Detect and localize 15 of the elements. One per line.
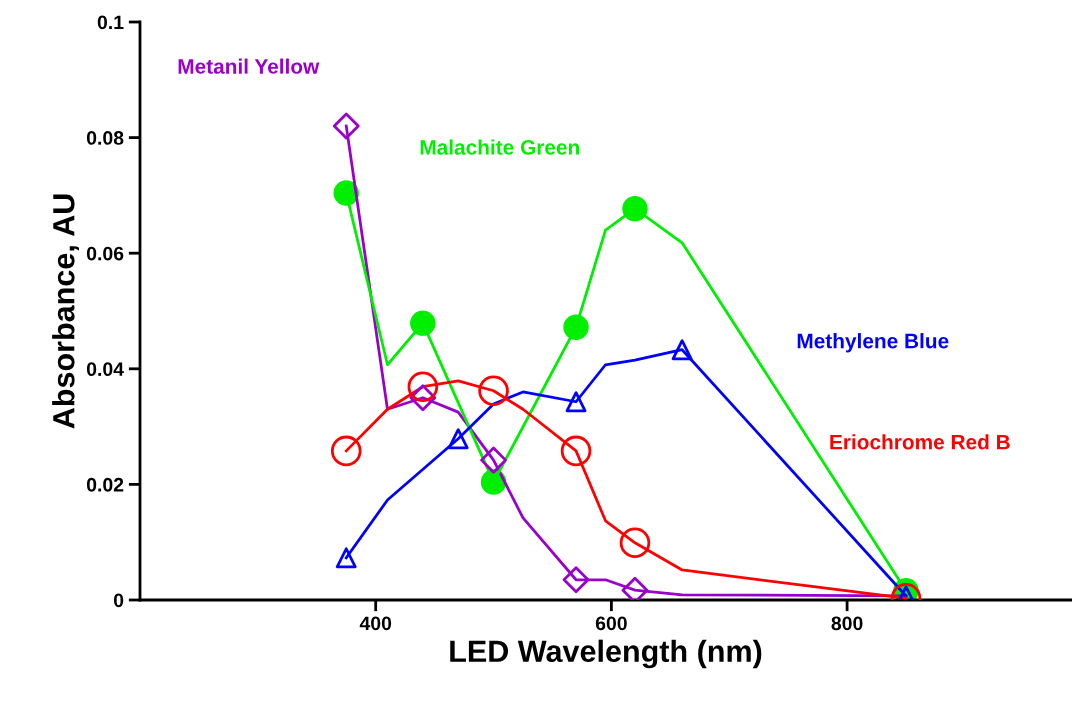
x-tick-label: 600 xyxy=(595,616,627,631)
y-tick-label: 0 xyxy=(113,593,124,608)
y-tick-label: 0.02 xyxy=(86,477,124,492)
text: Metanil Yellow xyxy=(178,58,320,74)
text: Methylene Blue xyxy=(797,333,949,353)
y-tick-label: 0.1 xyxy=(97,15,124,30)
x-tick-label: 800 xyxy=(831,616,863,631)
text: Malachite Green xyxy=(420,139,579,155)
x-tick-label: 400 xyxy=(359,616,392,631)
y-tick-label: 0.08 xyxy=(86,131,124,145)
text: Eriochrome Red B xyxy=(830,434,1010,450)
y-axis-title: Absorbance, AU xyxy=(52,194,80,429)
y-tick-label: 0.04 xyxy=(86,362,124,377)
x-axis-title: LED Wavelength (nm) xyxy=(450,639,762,669)
y-tick-label: 0.06 xyxy=(86,246,124,261)
